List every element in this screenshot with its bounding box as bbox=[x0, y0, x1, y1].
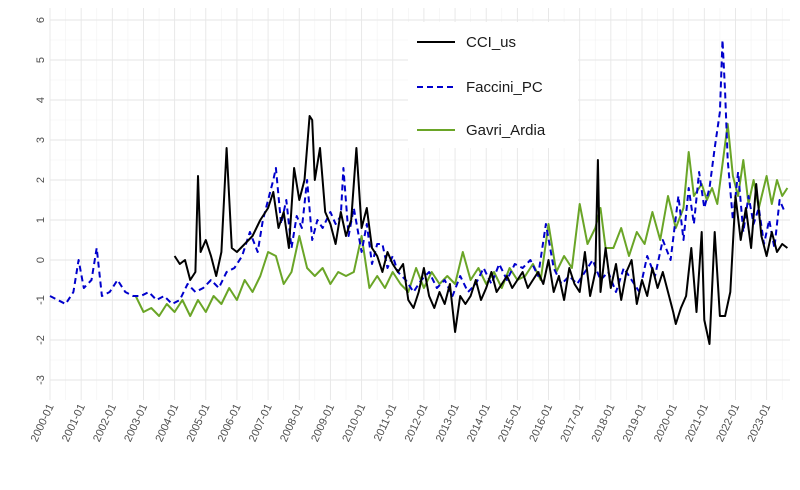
x-tick-label: 2012-01 bbox=[403, 402, 431, 444]
x-tick-label: 2017-01 bbox=[558, 402, 586, 444]
x-tick-label: 2003-01 bbox=[122, 402, 150, 444]
x-tick-label: 2000-01 bbox=[29, 402, 57, 444]
x-tick-label: 2023-01 bbox=[745, 402, 773, 444]
series-line-gavri-ardia bbox=[134, 123, 789, 317]
x-tick-label: 2009-01 bbox=[309, 402, 337, 444]
y-tick-label: 6 bbox=[35, 17, 47, 23]
y-tick-label: 2 bbox=[35, 177, 47, 183]
x-tick-label: 2015-01 bbox=[496, 402, 524, 444]
x-tick-label: 2010-01 bbox=[340, 402, 368, 444]
x-tick-label: 2008-01 bbox=[278, 402, 306, 444]
x-tick-label: 2014-01 bbox=[465, 402, 493, 444]
y-tick-label: 3 bbox=[35, 137, 47, 143]
x-tick-label: 2013-01 bbox=[434, 402, 462, 444]
legend-label-gavri-ardia: Gavri_Ardia bbox=[466, 122, 546, 139]
x-tick-label: 2021-01 bbox=[683, 402, 711, 444]
x-tick-label: 2016-01 bbox=[527, 402, 555, 444]
y-tick-label: -3 bbox=[35, 375, 47, 385]
x-tick-label: 2019-01 bbox=[621, 402, 649, 444]
y-tick-label: 5 bbox=[35, 57, 47, 63]
x-tick-label: 2006-01 bbox=[216, 402, 244, 444]
y-axis: -3 -2 -1 0 1 2 3 4 5 6 bbox=[35, 17, 47, 385]
x-tick-label: 2011-01 bbox=[372, 402, 400, 443]
legend-label-faccini-pc: Faccini_PC bbox=[466, 79, 543, 96]
y-tick-label: 1 bbox=[35, 217, 47, 223]
series-line-cci-us bbox=[173, 115, 789, 345]
x-tick-label: 2005-01 bbox=[185, 402, 213, 444]
y-tick-label: 0 bbox=[35, 257, 47, 263]
legend-label-cci-us: CCI_us bbox=[466, 34, 516, 51]
x-tick-label: 2018-01 bbox=[590, 402, 618, 444]
x-axis: 2000-01 2001-01 2002-01 2003-01 2004-01 2005-… bbox=[29, 402, 774, 444]
x-tick-label: 2020-01 bbox=[652, 402, 680, 444]
x-tick-label: 2007-01 bbox=[247, 402, 275, 444]
x-tick-label: 2001-01 bbox=[60, 402, 88, 444]
x-tick-label: 2002-01 bbox=[91, 402, 119, 444]
y-tick-label: -2 bbox=[35, 335, 47, 345]
x-tick-label: 2004-01 bbox=[153, 402, 181, 444]
y-tick-label: -1 bbox=[35, 295, 47, 305]
series-layer bbox=[49, 39, 789, 345]
y-tick-label: 4 bbox=[35, 97, 47, 103]
x-tick-label: 2022-01 bbox=[714, 402, 742, 444]
series-line-faccini-pc bbox=[49, 39, 786, 305]
legend: CCI_us Faccini_PC Gavri_Ardia bbox=[408, 22, 578, 148]
